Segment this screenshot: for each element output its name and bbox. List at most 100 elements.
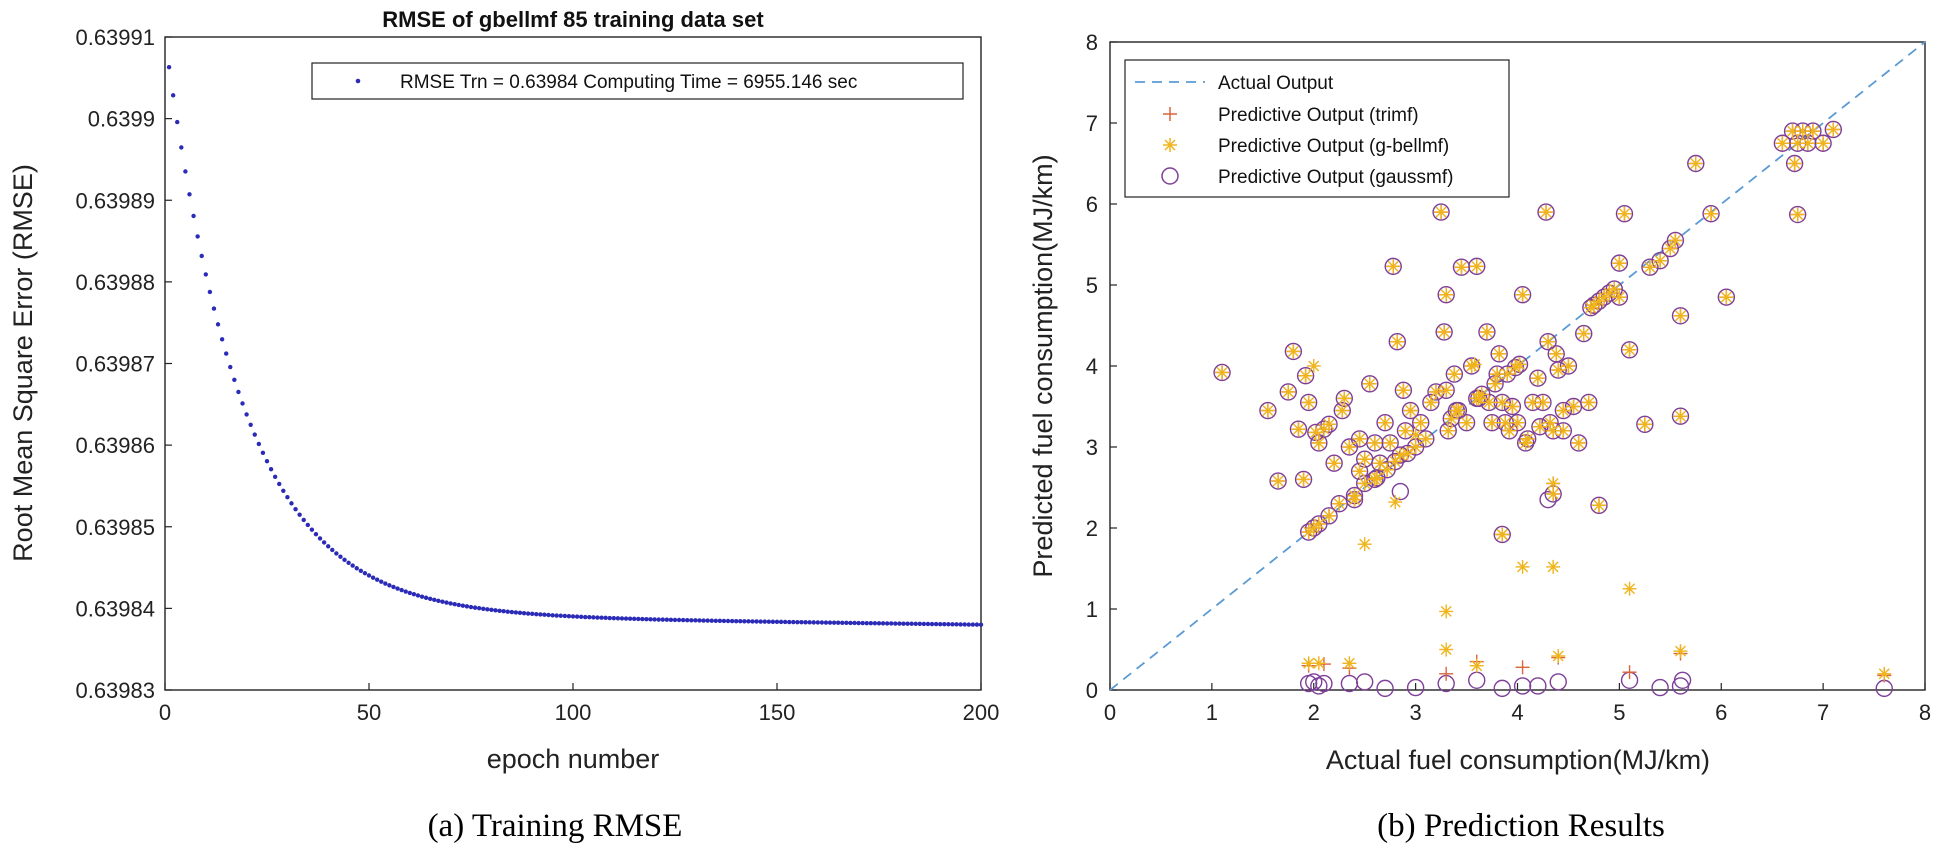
gaussmf-point bbox=[1673, 671, 1692, 689]
rmse-point bbox=[448, 601, 453, 606]
rmse-point bbox=[742, 619, 747, 624]
rmse-point bbox=[636, 616, 641, 622]
rmse-point bbox=[546, 612, 551, 618]
gbellmf-point bbox=[1311, 656, 1326, 671]
gbellmf-point bbox=[1286, 344, 1301, 359]
gbellmf-point bbox=[1439, 287, 1454, 302]
gbellmf-point bbox=[1790, 207, 1805, 222]
rmse-point bbox=[978, 622, 984, 627]
gaussmf-point bbox=[1493, 525, 1511, 544]
rmse-point bbox=[656, 617, 661, 622]
rmse-point bbox=[264, 459, 270, 464]
rmse-point bbox=[509, 609, 514, 615]
right-y-tick-label: 3 bbox=[1086, 435, 1098, 460]
rmse-point bbox=[660, 617, 665, 622]
gbellmf-point bbox=[1488, 376, 1503, 391]
gbellmf-point bbox=[1541, 334, 1556, 349]
gaussmf-point bbox=[1600, 284, 1618, 302]
rmse-point bbox=[848, 620, 853, 626]
gaussmf-point bbox=[1406, 678, 1425, 697]
rmse-point bbox=[542, 612, 547, 617]
gaussmf-point bbox=[1513, 677, 1532, 695]
gbellmf-point bbox=[1800, 136, 1815, 151]
rmse-point bbox=[399, 587, 404, 593]
left-y-tick-label: 0.63984 bbox=[75, 596, 155, 621]
gaussmf-point bbox=[1394, 381, 1413, 399]
rmse-point bbox=[256, 441, 262, 447]
gbellmf-point bbox=[1673, 308, 1688, 323]
rmse-point bbox=[538, 612, 543, 617]
rmse-point bbox=[921, 621, 927, 627]
rmse-point bbox=[758, 619, 763, 624]
gaussmf-point bbox=[1259, 401, 1277, 420]
rmse-point bbox=[974, 622, 980, 627]
gaussmf-point bbox=[1580, 393, 1598, 412]
left-plot-frame bbox=[164, 36, 982, 691]
rmse-point bbox=[709, 618, 714, 623]
gbellmf-point bbox=[1612, 256, 1627, 271]
gbellmf-point bbox=[1549, 346, 1564, 361]
gbellmf-point bbox=[1396, 383, 1411, 398]
rmse-point bbox=[285, 495, 290, 500]
rmse-point bbox=[791, 619, 796, 625]
rmse-point bbox=[485, 607, 490, 612]
left-y-tick-label: 0.63991 bbox=[75, 25, 155, 50]
rmse-point bbox=[868, 620, 874, 626]
right-legend: Actual Output Predictive Output (trimf) … bbox=[1124, 59, 1510, 198]
gbellmf-point bbox=[1561, 359, 1576, 373]
rmse-point bbox=[244, 412, 249, 417]
rmse-point bbox=[195, 234, 200, 239]
right-x-axis-label: Actual fuel consumption(MJ/km) bbox=[1326, 745, 1710, 775]
gbellmf-point bbox=[1357, 476, 1372, 491]
gbellmf-point bbox=[1429, 384, 1443, 399]
left-x-tick-label: 100 bbox=[555, 700, 592, 725]
gbellmf-point bbox=[1668, 233, 1683, 248]
gbellmf-point bbox=[1539, 205, 1554, 220]
gbellmf-point bbox=[1551, 648, 1566, 663]
gbellmf-point bbox=[1485, 415, 1500, 430]
rmse-point bbox=[970, 622, 976, 627]
right-y-tick-label: 1 bbox=[1086, 597, 1098, 622]
gbellmf-point bbox=[1571, 435, 1586, 450]
rmse-point bbox=[248, 422, 253, 427]
rmse-point bbox=[224, 351, 229, 356]
gaussmf-point bbox=[1518, 430, 1537, 448]
gbellmf-point bbox=[1367, 472, 1382, 487]
gbellmf-point bbox=[1532, 419, 1547, 434]
gaussmf-point bbox=[1636, 415, 1654, 434]
left-y-tick-label: 0.63988 bbox=[75, 270, 155, 295]
gaussmf-point bbox=[1513, 286, 1532, 304]
gbellmf-point bbox=[1816, 136, 1831, 151]
rmse-point bbox=[827, 620, 833, 625]
rmse-point bbox=[872, 621, 878, 626]
rmse-point bbox=[864, 620, 869, 626]
gaussmf-point bbox=[1366, 434, 1384, 452]
gaussmf-point bbox=[1376, 414, 1394, 432]
rmse-point bbox=[517, 610, 523, 616]
rmse-point bbox=[685, 617, 690, 623]
gaussmf-point bbox=[1401, 401, 1420, 420]
rmse-point bbox=[428, 596, 433, 602]
gaussmf-point bbox=[1296, 367, 1315, 385]
rmse-point bbox=[350, 563, 355, 568]
gaussmf-point bbox=[1384, 257, 1402, 276]
rmse-point bbox=[893, 621, 898, 626]
gaussmf-point bbox=[1435, 323, 1453, 341]
gbellmf-point bbox=[1467, 357, 1482, 372]
rmse-point bbox=[574, 614, 580, 619]
rmse-point bbox=[725, 618, 731, 624]
rmse-point bbox=[668, 617, 674, 623]
gbellmf-point bbox=[1556, 403, 1571, 418]
gbellmf-point bbox=[1515, 559, 1530, 574]
gbellmf-point bbox=[1622, 342, 1637, 357]
gbellmf-point bbox=[1447, 367, 1462, 382]
rmse-point bbox=[689, 618, 694, 623]
gbellmf-point bbox=[1418, 431, 1433, 446]
left-y-tick-label: 0.63987 bbox=[75, 352, 155, 377]
gbellmf-point bbox=[1378, 415, 1393, 430]
right-y-axis-label: Predicted fuel consumption(MJ/km) bbox=[1028, 154, 1058, 577]
gbellmf-point bbox=[1437, 324, 1452, 339]
gaussmf-point bbox=[1615, 205, 1634, 223]
gaussmf-point bbox=[1381, 434, 1399, 452]
gbellmf-point bbox=[1546, 559, 1561, 574]
